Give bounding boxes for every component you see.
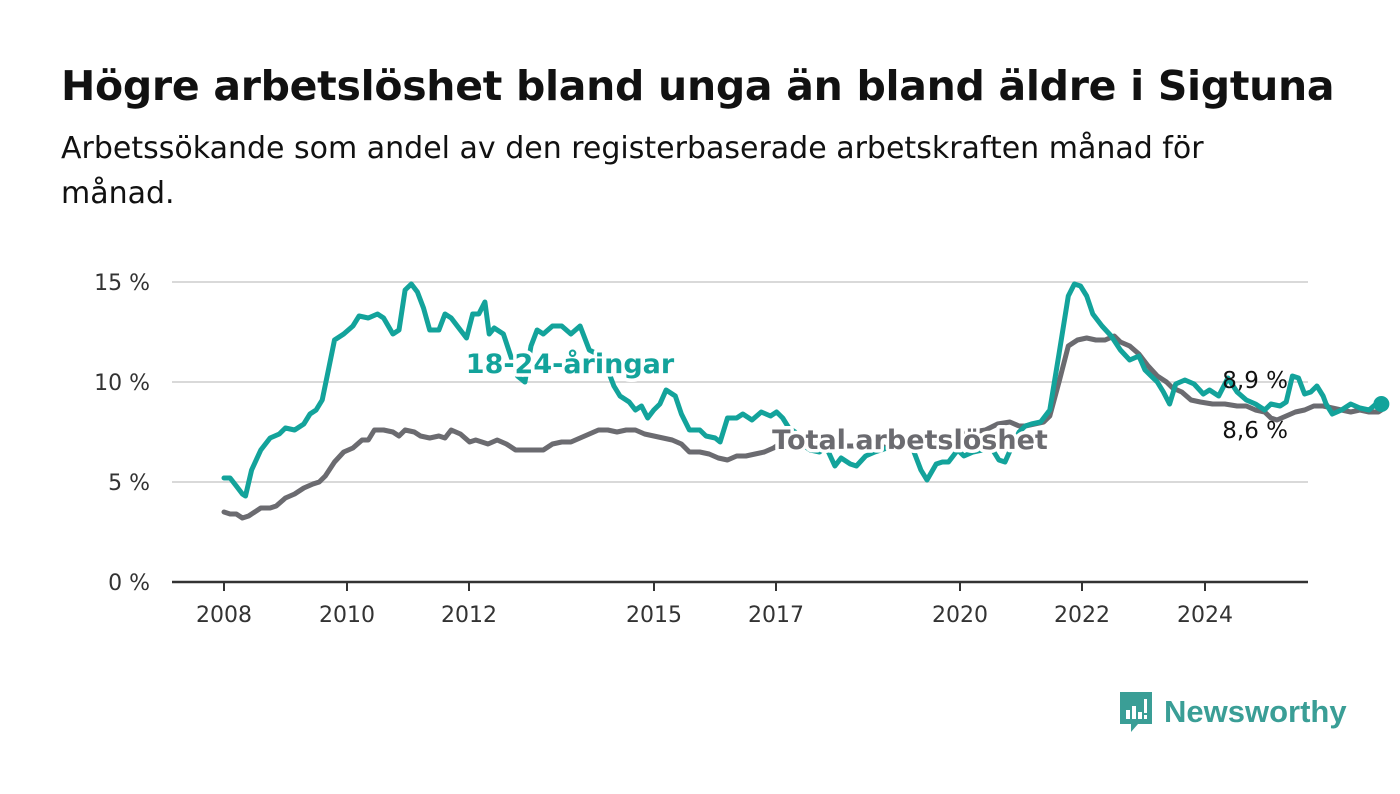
y-tick-label: 10 % xyxy=(94,371,150,396)
series-line-youth xyxy=(221,281,1384,499)
end-value-total: 8,6 % xyxy=(1222,418,1288,444)
series-line-total xyxy=(221,333,1384,521)
chart-subtitle: Arbetssökande som andel av den registerb… xyxy=(61,131,1204,211)
y-tick-label: 0 % xyxy=(108,571,150,596)
x-tick-label: 2017 xyxy=(748,603,804,628)
series-end-marker xyxy=(1373,396,1390,412)
series-labels: 18-24-åringar Total arbetslöshet 8,9 % 8,6 … xyxy=(462,345,1288,460)
chart-title: Högre arbetslöshet bland unga än bland ä… xyxy=(61,62,1335,110)
end-value-youth: 8,9 % xyxy=(1222,368,1288,394)
x-axis: 2008 2010 2012 2015 2017 2020 2022 2024 xyxy=(172,580,1308,628)
newsworthy-logo-icon xyxy=(1120,692,1152,732)
gridlines xyxy=(172,281,1308,483)
x-tick-label: 2012 xyxy=(441,603,497,628)
x-tick-label: 2010 xyxy=(319,603,375,628)
y-axis: 0 % 5 % 10 % 15 % xyxy=(94,271,150,596)
brand-name: Newsworthy xyxy=(1164,694,1347,729)
series-lines xyxy=(221,281,1390,521)
series-label-youth: 18-24-åringar xyxy=(466,348,675,380)
x-tick-label: 2024 xyxy=(1177,603,1233,628)
x-tick-label: 2020 xyxy=(932,603,988,628)
y-tick-label: 15 % xyxy=(94,271,150,296)
x-tick-label: 2008 xyxy=(196,603,252,628)
newsworthy-logo[interactable]: Newsworthy xyxy=(1118,690,1347,734)
x-tick-label: 2015 xyxy=(626,603,682,628)
y-tick-label: 5 % xyxy=(108,471,150,496)
series-label-total: Total arbetslöshet xyxy=(772,425,1048,456)
x-tick-label: 2022 xyxy=(1054,603,1110,628)
